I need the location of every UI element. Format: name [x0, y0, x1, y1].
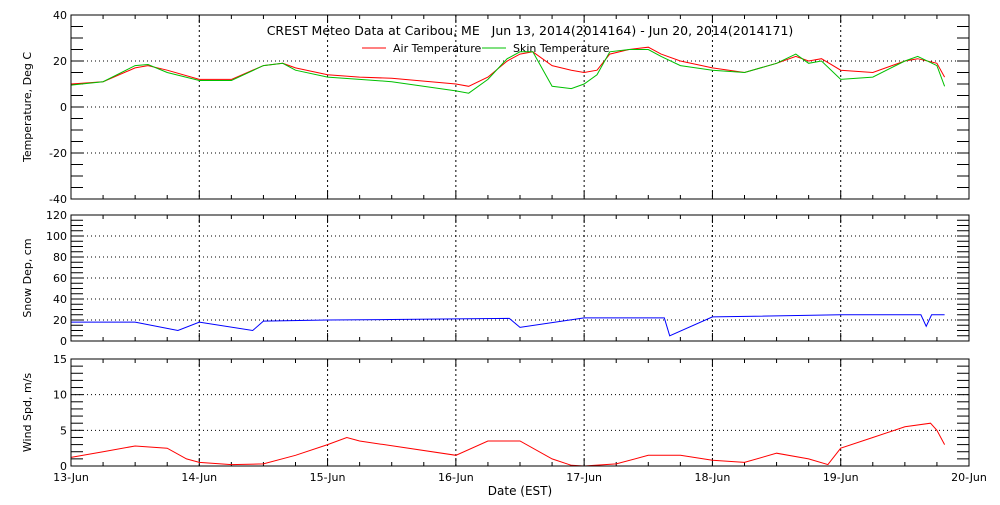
y-tick-label: -40 [49, 193, 67, 206]
plot-frame [70, 214, 970, 342]
x-tick-label: 13-Jun [53, 471, 89, 484]
x-tick-label: 19-Jun [823, 471, 859, 484]
panel-0: 40 20 0 -20 -40 Temperature, Deg C [21, 9, 970, 206]
y-tick-label: -20 [49, 147, 67, 160]
plot-frame [70, 14, 970, 200]
y-tick-label: 80 [53, 251, 67, 264]
series-line-2-0 [70, 422, 946, 467]
y-tick-label: 10 [53, 389, 67, 402]
legend-air-label: Air Temperature [393, 42, 482, 55]
x-tick-label: 16-Jun [438, 471, 474, 484]
y-axis-label: Snow Dep, cm [21, 238, 34, 317]
plot-frame [70, 358, 970, 467]
y-tick-label: 0 [60, 460, 67, 473]
series-line-0-1 [70, 49, 946, 94]
y-tick-label: 40 [53, 293, 67, 306]
panel-1: 120 100 80 60 40 20 0 Snow Dep, cm [21, 209, 970, 348]
x-tick-label: 17-Jun [566, 471, 602, 484]
y-tick-label: 0 [60, 335, 67, 348]
y-tick-label: 100 [46, 230, 67, 243]
x-tick-label: 20-Jun [951, 471, 987, 484]
y-tick-label: 20 [53, 314, 67, 327]
series-line-1-0 [71, 314, 945, 337]
y-axis-label: Wind Spd, m/s [21, 373, 34, 453]
legend: Air Temperature Skin Temperature [362, 42, 610, 55]
x-axis-label: Date (EST) [488, 484, 552, 498]
x-tick-label: 18-Jun [695, 471, 731, 484]
y-axis-label: Temperature, Deg C [21, 52, 34, 163]
chart-title: CREST Meteo Data at Caribou, ME Jun 13, … [267, 23, 794, 38]
x-tick-label: 14-Jun [181, 471, 217, 484]
x-tick-label: 15-Jun [310, 471, 346, 484]
panel-2: 15 10 5 0 Wind Spd, m/s [21, 353, 970, 473]
y-tick-label: 5 [60, 424, 67, 437]
y-tick-label: 20 [53, 55, 67, 68]
y-tick-label: 40 [53, 9, 67, 22]
y-tick-label: 0 [60, 101, 67, 114]
y-tick-label: 120 [46, 209, 67, 222]
legend-skin-label: Skin Temperature [513, 42, 610, 55]
y-tick-label: 15 [53, 353, 67, 366]
y-tick-label: 60 [53, 272, 67, 285]
